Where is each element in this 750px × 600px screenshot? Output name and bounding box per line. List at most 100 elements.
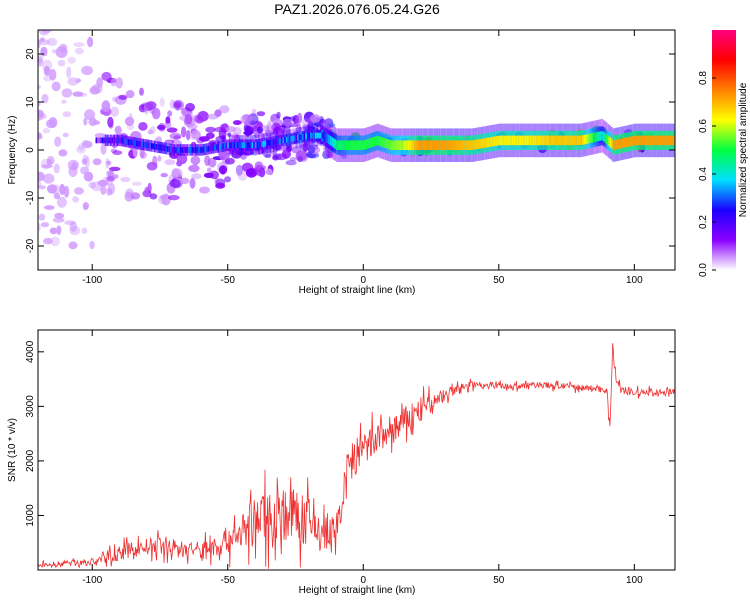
y-tick-label: 10 (25, 96, 36, 108)
heatmap-cell (38, 181, 42, 187)
heatmap-cell (52, 217, 65, 223)
heatmap-band-cell (373, 136, 376, 147)
heatmap-cell (39, 39, 50, 46)
heatmap-band-cell (480, 138, 483, 149)
heatmap-band-cell (222, 143, 224, 150)
heatmap-band-cell (471, 140, 473, 150)
heatmap-cell (173, 101, 182, 109)
heatmap-band-cell (165, 145, 167, 152)
heatmap-band-cell (563, 135, 566, 146)
heatmap-band-cell (193, 147, 195, 153)
heatmap-band-cell (184, 147, 187, 153)
heatmap-band-cell (232, 142, 234, 149)
heatmap-cell (281, 149, 291, 159)
heatmap-band-cell (432, 140, 434, 150)
heatmap-band-cell (271, 139, 273, 146)
heatmap-band-cell (515, 135, 517, 146)
heatmap-cell (206, 167, 212, 173)
heatmap-band-cell (116, 137, 119, 144)
heatmap-band-cell (188, 147, 190, 153)
heatmap-band-cell (640, 135, 642, 146)
heatmap-band-cell (580, 135, 582, 146)
heatmap-band-cell (124, 138, 127, 145)
heatmap-band-cell (650, 135, 652, 146)
spectrogram-x-ticks: -100 -50 0 50 100 (82, 30, 643, 286)
heatmap-cell (219, 105, 230, 114)
heatmap-band-cell (614, 140, 616, 150)
heatmap-band-cell (568, 135, 571, 146)
heatmap-cell (92, 158, 102, 166)
heatmap-cell (185, 102, 196, 112)
heatmap-band-cell (178, 147, 180, 153)
heatmap-cell (273, 153, 282, 161)
heatmap-band-cell (554, 135, 556, 146)
heatmap-band-cell (381, 137, 384, 147)
heatmap-band-cell (199, 147, 202, 153)
heatmap-band-cell (477, 139, 480, 149)
heatmap-cell (149, 193, 158, 200)
heatmap-cell (245, 168, 258, 178)
heatmap-band-cell (141, 141, 143, 148)
heatmap-band-cell (622, 138, 624, 148)
heatmap-band-cell (624, 137, 626, 148)
heatmap-cell (38, 185, 46, 190)
heatmap-band-cell (461, 140, 463, 150)
heatmap-cell (74, 187, 84, 195)
heatmap-band-cell (505, 135, 507, 146)
heatmap-band-cell (659, 135, 662, 146)
heatmap-band-cell (217, 144, 219, 150)
heatmap-cell (209, 170, 219, 180)
y-tick-label: -20 (25, 238, 36, 253)
heatmap-band-cell (506, 135, 509, 146)
heatmap-band-cell (214, 144, 216, 151)
heatmap-band-cell (424, 140, 426, 150)
heatmap-cell (46, 37, 58, 47)
heatmap-band-cell (264, 140, 267, 147)
heatmap-cell (38, 101, 41, 107)
heatmap-band-cell (589, 133, 592, 143)
heatmap-band-cell (542, 135, 545, 146)
heatmap-cell (149, 126, 156, 134)
heatmap-band-cell (402, 140, 405, 150)
heatmap-cell (53, 192, 61, 200)
heatmap-cell (114, 125, 122, 135)
heatmap-cell (218, 151, 230, 161)
heatmap-cell (282, 118, 294, 127)
x-tick-label: -50 (221, 275, 236, 286)
heatmap-cell (87, 36, 94, 48)
heatmap-cell (167, 110, 173, 117)
heatmap-band-cell (363, 140, 366, 150)
heatmap-band-cell (641, 135, 644, 146)
heatmap-band-cell (350, 140, 353, 150)
heatmap-band-cell (557, 135, 559, 146)
heatmap-band-cell (284, 137, 286, 143)
x-tick-label: -100 (82, 275, 102, 286)
snr-x-ticks: -100 -50 0 50 100 (82, 330, 643, 586)
heatmap-cell (67, 56, 76, 64)
heatmap-band-cell (539, 135, 542, 146)
heatmap-band-cell (617, 139, 620, 149)
heatmap-band-cell (336, 140, 338, 150)
heatmap-band-cell (524, 135, 527, 146)
heatmap-band-cell (643, 135, 646, 146)
heatmap-cell (285, 160, 297, 166)
heatmap-cell (181, 126, 187, 138)
heatmap-band-cell (354, 140, 356, 150)
heatmap-band-cell (646, 135, 649, 146)
heatmap-band-cell (220, 143, 223, 150)
heatmap-band-cell (305, 133, 307, 140)
heatmap-band-cell (596, 132, 598, 142)
heatmap-band-cell (123, 138, 125, 144)
heatmap-band-cell (311, 132, 314, 139)
heatmap-cell (167, 194, 180, 201)
heatmap-cell (125, 90, 135, 99)
heatmap-cell (61, 99, 67, 104)
heatmap-band-cell (162, 145, 164, 151)
heatmap-cell (112, 96, 118, 102)
heatmap-band-cell (653, 135, 655, 146)
heatmap-band-cell (227, 142, 229, 149)
heatmap-band-cell (671, 135, 673, 146)
heatmap-band-cell (500, 135, 502, 146)
heatmap-cells (38, 30, 675, 250)
